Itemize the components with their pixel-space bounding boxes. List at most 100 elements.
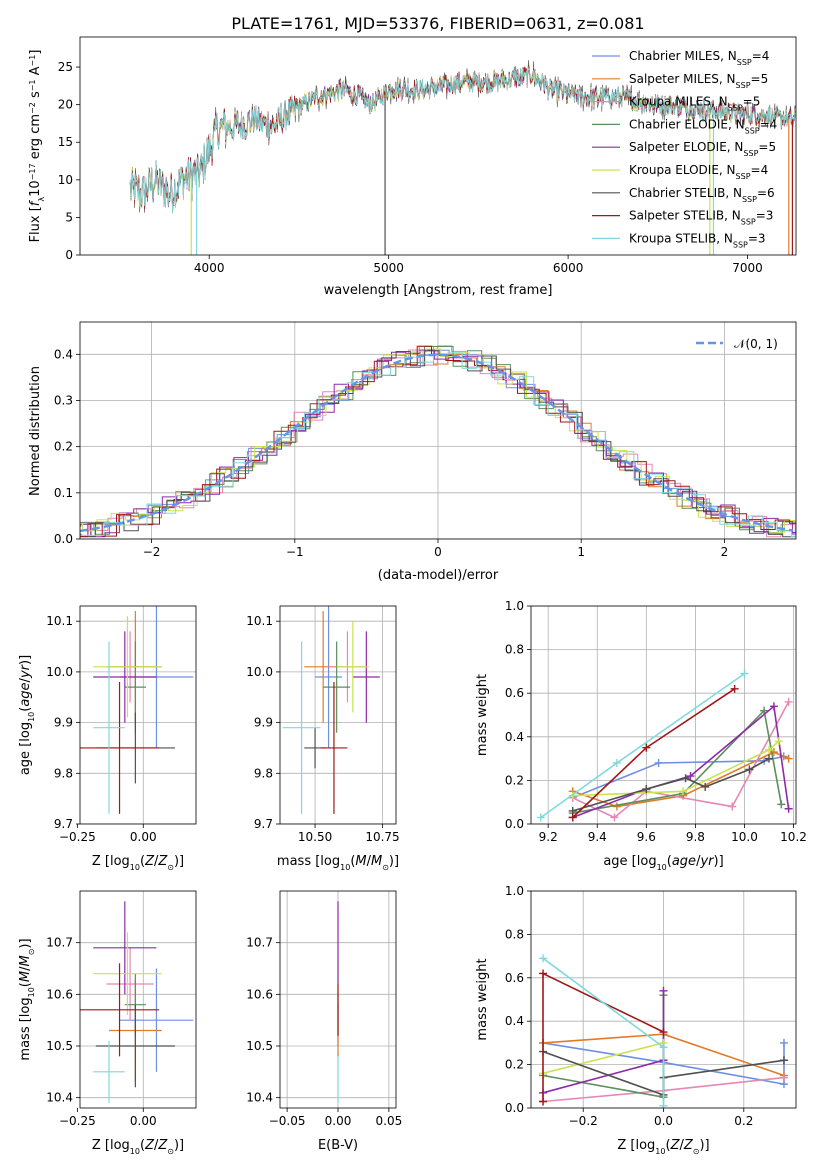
- age_vs_Z-axes: −0.25 0.00 9.7 9.8 9.9 10.0 10.1 Z [log10(Z/Z⊙)…: [18, 605, 197, 872]
- histogram-step: [80, 345, 796, 534]
- y-tick-label: 0.4: [505, 1014, 524, 1028]
- y-tick-label: 10.7: [246, 936, 273, 950]
- weight-line: [540, 672, 745, 819]
- y-tick-label: 9.8: [54, 766, 73, 780]
- y-tick-label: 10.6: [46, 987, 73, 1001]
- y-axis-label: age [log10(age/yr)]: [18, 655, 36, 775]
- weight-marker: [779, 1038, 788, 1047]
- weight-marker: [686, 772, 695, 781]
- x-tick-label: 6000: [553, 261, 584, 275]
- weight-marker: [779, 1073, 788, 1082]
- x-tick-label: 1: [577, 545, 585, 559]
- figure-title: PLATE=1761, MJD=53376, FIBERID=0631, z=0…: [231, 14, 644, 33]
- y-tick-label: 0.8: [505, 927, 524, 941]
- x-axis-label: age [log10(age/yr)]: [603, 854, 723, 872]
- weight-marker: [774, 737, 783, 746]
- x-tick-label: 9.4: [588, 830, 607, 844]
- y-tick-label: 9.8: [254, 766, 273, 780]
- y-tick-label: 10.5: [246, 1039, 273, 1053]
- legend-label: Chabrier ELODIE, NSSP=4: [629, 117, 777, 135]
- x-tick-label: 0.00: [130, 1114, 157, 1128]
- mass_weight_vs_age-axes: 9.2 9.4 9.6 9.8 10.0 10.2 0.0 0.2 0.4 0.6 0.8 1.0 ag…: [475, 599, 807, 872]
- residuals-axes-plot-area: [80, 322, 796, 539]
- mass_weight_vs_Z-axes-plot-area: [531, 891, 796, 1108]
- y-tick-label: 0.4: [505, 730, 524, 744]
- weight-marker: [765, 754, 774, 763]
- y-tick-label: 15: [58, 135, 73, 149]
- x-axis-label: (data-model)/error: [378, 568, 499, 583]
- y-tick-label: 9.7: [54, 817, 73, 831]
- x-tick-label: 10.50: [298, 830, 332, 844]
- spectrum-line-kroupa-stelib: [129, 66, 796, 214]
- y-tick-label: 10: [58, 173, 73, 187]
- x-axis-label: E(B-V): [318, 1138, 358, 1153]
- weight-marker: [765, 745, 774, 754]
- x-tick-label: 9.8: [686, 830, 705, 844]
- weight-marker: [659, 1043, 668, 1052]
- y-tick-label: 0.4: [54, 347, 73, 361]
- x-tick-label: −2: [143, 545, 161, 559]
- x-tick-label: 9.6: [637, 830, 656, 844]
- age_vs_mass-axes-plot-area: [280, 606, 396, 824]
- y-axis-label: mass weight: [475, 674, 490, 756]
- x-tick-label: 7000: [732, 261, 763, 275]
- mass_vs_Z-axes-plot-area: [80, 891, 196, 1108]
- legend-label: Chabrier MILES, NSSP=4: [629, 49, 769, 67]
- x-axis-label: wavelength [Angstrom, rest frame]: [324, 283, 553, 298]
- y-tick-label: 10.4: [46, 1091, 73, 1105]
- weight-marker: [777, 800, 786, 809]
- x-axis-label: Z [log10(Z/Z⊙)]: [617, 1138, 709, 1156]
- legend-label: Kroupa MILES, NSSP=5: [629, 95, 760, 113]
- mass_weight_vs_age-axes-plot-area: [531, 606, 796, 824]
- weight-marker: [659, 1028, 668, 1037]
- weight-marker: [642, 785, 651, 794]
- weight-marker: [610, 813, 619, 822]
- legend-label: Chabrier STELIB, NSSP=6: [629, 186, 775, 204]
- x-tick-label: 0.05: [376, 1114, 403, 1128]
- legend-label: Kroupa STELIB, NSSP=3: [629, 231, 766, 249]
- weight-marker: [779, 1056, 788, 1065]
- y-tick-label: 10.4: [246, 1091, 273, 1105]
- axes-frame: [79, 321, 797, 540]
- x-tick-label: −0.25: [59, 1114, 96, 1128]
- x-tick-label: 10.0: [731, 830, 758, 844]
- weight-line: [542, 1042, 664, 1075]
- y-tick-label: 0.0: [54, 532, 73, 546]
- weight-marker: [539, 969, 548, 978]
- legend-label: Kroupa ELODIE, NSSP=4: [629, 163, 768, 181]
- y-tick-label: 0.6: [505, 971, 524, 985]
- histogram-step: [80, 349, 796, 538]
- y-tick-label: 9.9: [54, 716, 73, 730]
- mass_vs_Z-axes: −0.25 0.00 10.4 10.5 10.6 10.7 Z [log10(Z/Z⊙)]…: [18, 890, 197, 1156]
- weight-marker: [612, 758, 621, 767]
- x-tick-label: 0: [434, 545, 442, 559]
- weight-marker: [701, 782, 710, 791]
- mass_vs_ebv-axes: −0.05 0.00 0.05 10.4 10.5 10.6 10.7 E(B-V): [246, 890, 403, 1153]
- x-tick-label: 0.00: [130, 830, 157, 844]
- legend-label: 𝒩(0, 1): [734, 337, 778, 351]
- x-tick-label: 0.2: [734, 1114, 753, 1128]
- axes-frame: [279, 605, 397, 825]
- weight-marker: [659, 1101, 668, 1108]
- weight-line: [542, 957, 665, 1106]
- weight-marker: [679, 787, 688, 796]
- spectrum-axes-plot-area: [129, 60, 796, 255]
- weight-marker: [769, 702, 778, 711]
- legend-label: Salpeter MILES, NSSP=5: [629, 72, 768, 90]
- y-tick-label: 1.0: [505, 599, 524, 613]
- y-tick-label: 10.0: [46, 665, 73, 679]
- weight-marker: [654, 758, 663, 767]
- weight-marker: [784, 754, 793, 763]
- weight-marker: [568, 813, 577, 822]
- spectrum-axes: 400050006000700080000510152025wavelength…: [28, 36, 797, 298]
- y-tick-label: 0.3: [54, 393, 73, 407]
- histogram-step: [80, 348, 796, 534]
- y-tick-label: 0.0: [505, 1101, 524, 1115]
- weight-marker: [784, 697, 793, 706]
- weight-line: [572, 740, 780, 797]
- histogram-step: [80, 345, 796, 538]
- weight-marker: [681, 774, 690, 783]
- y-tick-label: 0.6: [505, 686, 524, 700]
- axes-frame: [530, 605, 797, 825]
- x-tick-label: 0.00: [325, 1114, 352, 1128]
